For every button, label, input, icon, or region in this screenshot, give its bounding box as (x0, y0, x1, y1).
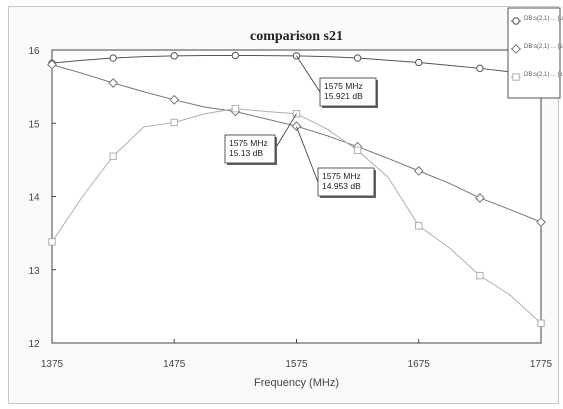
annotation-box (224, 134, 276, 164)
annotation-leader (296, 55, 321, 93)
data-point-series-3 (231, 104, 240, 113)
annotation-label: 15.921 dB (324, 91, 363, 101)
x-tick-label: 1775 (530, 359, 553, 370)
y-tick-label: 13 (28, 266, 40, 277)
y-tick-label: 16 (28, 46, 40, 57)
x-tick-label: 1375 (41, 359, 64, 370)
x-tick-label: 1675 (408, 359, 431, 370)
plot-area (51, 49, 542, 344)
legend-marker (511, 44, 521, 54)
data-point-series-3 (109, 152, 117, 160)
data-point-series-3 (292, 110, 301, 118)
data-point-series-3 (537, 319, 545, 327)
data-point-series-3 (353, 146, 362, 155)
x-tick-label: 1475 (163, 359, 186, 370)
data-point-series-1 (353, 54, 362, 62)
data-point-series-3 (170, 118, 178, 127)
data-point-series-3 (476, 271, 484, 280)
legend-label: DB:s(2,1) ... (upper curve) (524, 16, 563, 22)
x-tick-label: 1575 (285, 359, 308, 370)
annotation-leader (274, 113, 297, 150)
x-axis-label: Frequency (MHz) (254, 377, 339, 389)
data-point-series-3 (48, 238, 56, 246)
annotation-box (317, 167, 375, 197)
y-tick-label: 12 (28, 339, 40, 350)
data-point-series-2 (413, 165, 424, 176)
y-tick-label: 15 (28, 119, 40, 130)
annotation-label: 1575 MHz (322, 171, 361, 181)
annotation-label: 1575 MHz (229, 138, 268, 148)
data-point-series-1 (170, 52, 178, 60)
y-tick-label: 14 (28, 193, 40, 204)
data-point-series-1 (476, 64, 484, 73)
chart-title: comparison s21 (250, 29, 343, 44)
data-point-series-2 (108, 78, 119, 88)
legend-label: DB:s(2,1) ... (lumped) (524, 72, 563, 78)
data-point-series-2 (169, 94, 180, 105)
legend-label: DB:s(2,1) ... (single point) (524, 44, 563, 50)
annotation-box (319, 77, 377, 107)
annotation-leader (296, 126, 319, 183)
legend-marker (512, 73, 520, 81)
data-point-series-2 (47, 59, 57, 70)
legend-marker (512, 17, 520, 25)
annotation-label: 14.953 dB (322, 181, 361, 191)
data-point-series-1 (231, 51, 240, 60)
data-point-series-1 (109, 54, 117, 62)
annotation-label: 15.13 dB (229, 148, 263, 158)
data-point-series-1 (415, 58, 423, 67)
annotation-label: 1575 MHz (324, 81, 363, 91)
data-point-series-2 (291, 121, 302, 132)
data-point-series-2 (536, 217, 546, 228)
data-point-series-2 (474, 193, 485, 203)
data-point-series-3 (415, 222, 423, 230)
